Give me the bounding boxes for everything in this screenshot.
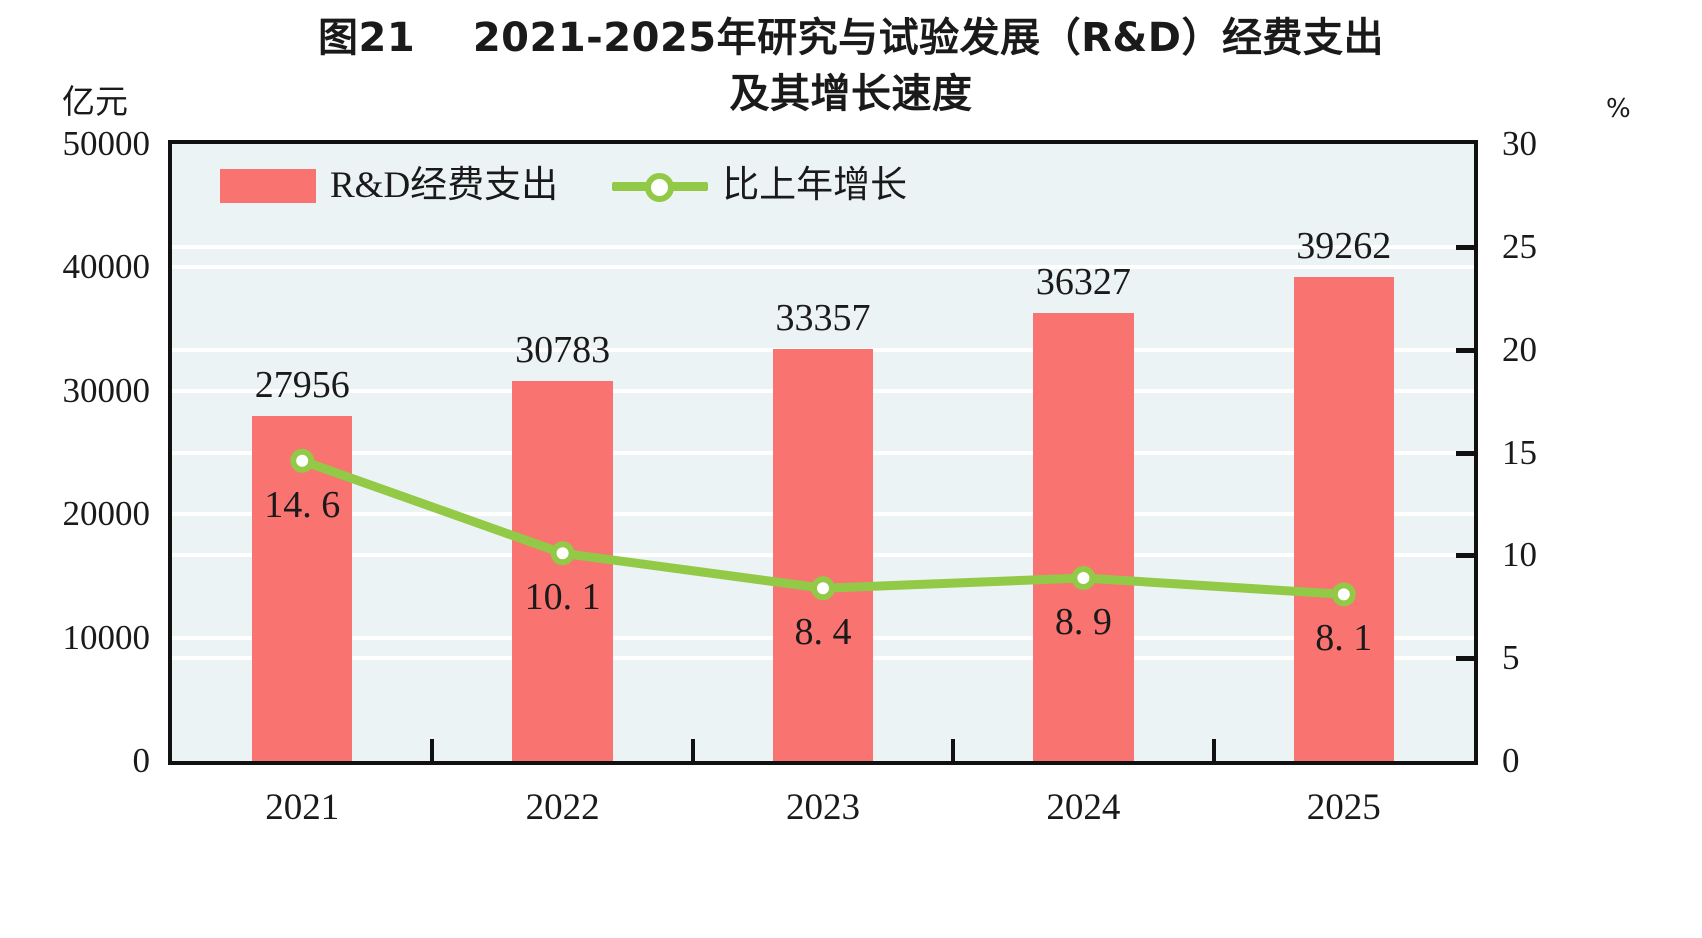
- line-value-label-2025: 8. 1: [1315, 617, 1373, 660]
- right-axis-tickmark: [1456, 347, 1474, 353]
- line-marker-2021[interactable]: [290, 448, 315, 473]
- x-axis-tickmark: [430, 739, 435, 761]
- right-axis-tickmark: [1456, 244, 1474, 250]
- legend-item-bar[interactable]: R&D经费支出: [220, 167, 558, 204]
- x-axis-tick-2025: 2025: [1306, 787, 1381, 828]
- line-value-label-2023: 8. 4: [794, 611, 852, 654]
- bar-2024[interactable]: [1033, 312, 1134, 761]
- x-axis-tick-2024: 2024: [1046, 787, 1121, 828]
- right-axis-tick-15: 15: [1502, 432, 1537, 472]
- line-marker-2022[interactable]: [550, 541, 575, 566]
- right-axis-unit-label: %: [1606, 94, 1631, 124]
- legend-line-label: 比上年增长: [722, 165, 908, 206]
- plot-inner: [172, 144, 1474, 761]
- bar-value-label-2023: 33357: [775, 297, 871, 340]
- bar-2023[interactable]: [772, 349, 874, 761]
- left-axis-tick-20000: 20000: [62, 494, 151, 534]
- legend-bar-swatch-icon: [220, 168, 316, 203]
- line-value-label-2021: 14. 6: [264, 483, 341, 526]
- line-marker-2024[interactable]: [1071, 565, 1096, 590]
- left-axis-tick-30000: 30000: [62, 370, 151, 410]
- x-axis-tick-2023: 2023: [786, 787, 860, 828]
- left-axis-tick-10000: 10000: [62, 617, 151, 657]
- line-value-label-2024: 8. 9: [1054, 600, 1112, 643]
- right-axis-tick-10: 10: [1502, 535, 1537, 575]
- legend-line-swatch-icon: [612, 169, 709, 203]
- x-axis-tickmark: [1211, 739, 1216, 761]
- chart-legend: R&D经费支出 比上年增长: [220, 167, 907, 204]
- x-axis-tick-2021: 2021: [265, 787, 340, 828]
- legend-bar-label: R&D经费支出: [330, 165, 559, 206]
- right-axis-tickmark: [1456, 656, 1474, 662]
- right-axis-tick-0: 0: [1502, 741, 1520, 780]
- right-axis-tick-30: 30: [1502, 124, 1537, 163]
- x-axis-tickmark: [690, 739, 695, 761]
- left-axis-tick-50000: 50000: [62, 124, 151, 163]
- left-axis-tick-40000: 40000: [62, 247, 151, 287]
- left-axis-tick-0: 0: [132, 741, 151, 780]
- chart-title-line-1: 图21 2021-2025年研究与试验发展（R&D）经费支出: [317, 15, 1384, 61]
- bar-value-label-2024: 36327: [1035, 260, 1131, 303]
- bar-value-label-2025: 39262: [1296, 224, 1392, 267]
- chart-title-line-2: 及其增长速度: [729, 71, 973, 117]
- line-marker-2025[interactable]: [1331, 582, 1356, 607]
- chart-title: 图21 2021-2025年研究与试验发展（R&D）经费支出 及其增长速度: [0, 10, 1702, 122]
- growth-line-series: [290, 448, 1356, 607]
- bar-value-label-2021: 27956: [254, 364, 350, 407]
- gridline: [172, 265, 1474, 270]
- legend-line-marker-icon: [645, 172, 675, 202]
- gridline: [172, 244, 1474, 249]
- plot-area: [168, 140, 1478, 765]
- legend-item-line[interactable]: 比上年增长: [612, 167, 907, 204]
- line-marker-2023[interactable]: [811, 576, 835, 601]
- bar-2022[interactable]: [512, 381, 613, 761]
- bar-value-label-2022: 30783: [515, 329, 611, 372]
- left-axis-unit-label: 亿元: [62, 82, 128, 121]
- bar-2025[interactable]: [1293, 276, 1394, 761]
- right-axis-tickmark: [1456, 450, 1474, 456]
- growth-line-path: [297, 456, 1349, 599]
- line-value-label-2022: 10. 1: [524, 576, 601, 619]
- right-axis-tick-5: 5: [1502, 638, 1520, 678]
- x-axis-tickmark: [951, 739, 956, 761]
- right-axis-tick-25: 25: [1502, 226, 1537, 266]
- right-axis-tick-20: 20: [1502, 329, 1537, 369]
- x-axis-tick-2022: 2022: [525, 787, 600, 828]
- right-axis-tickmark: [1456, 553, 1474, 559]
